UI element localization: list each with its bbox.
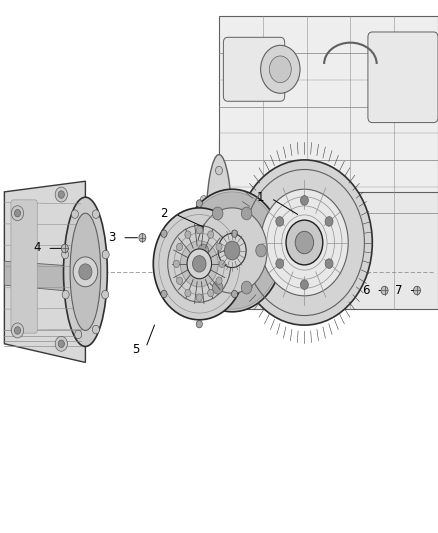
Circle shape — [232, 290, 238, 298]
FancyBboxPatch shape — [76, 268, 99, 284]
Circle shape — [58, 340, 64, 348]
Circle shape — [300, 196, 308, 205]
Circle shape — [62, 290, 69, 299]
Circle shape — [276, 259, 284, 269]
Circle shape — [187, 249, 212, 279]
Circle shape — [241, 207, 252, 220]
Circle shape — [62, 251, 69, 259]
Circle shape — [237, 160, 372, 325]
Text: 6: 6 — [362, 284, 370, 297]
Circle shape — [102, 251, 109, 259]
Circle shape — [184, 192, 280, 309]
Circle shape — [219, 260, 225, 268]
Circle shape — [153, 208, 245, 320]
Circle shape — [102, 290, 109, 299]
Circle shape — [61, 244, 68, 253]
Circle shape — [197, 208, 267, 293]
Circle shape — [224, 241, 240, 260]
Circle shape — [193, 256, 206, 272]
Text: 4: 4 — [33, 241, 41, 254]
Circle shape — [200, 254, 207, 263]
Circle shape — [208, 231, 214, 238]
Circle shape — [14, 209, 21, 217]
Circle shape — [200, 196, 207, 204]
Circle shape — [185, 289, 191, 297]
Text: 7: 7 — [395, 284, 403, 297]
Ellipse shape — [64, 197, 107, 346]
Circle shape — [208, 289, 214, 297]
Circle shape — [231, 196, 238, 204]
Circle shape — [381, 286, 388, 295]
Polygon shape — [4, 261, 79, 292]
Text: 1: 1 — [257, 191, 265, 204]
Circle shape — [75, 330, 82, 338]
Circle shape — [215, 284, 223, 292]
FancyBboxPatch shape — [223, 37, 285, 101]
Circle shape — [212, 281, 223, 294]
Circle shape — [177, 243, 183, 251]
Circle shape — [182, 189, 283, 312]
Circle shape — [261, 45, 300, 93]
Circle shape — [232, 230, 238, 237]
Circle shape — [215, 166, 223, 175]
Circle shape — [73, 257, 98, 287]
Circle shape — [92, 325, 99, 334]
Circle shape — [218, 233, 246, 268]
Circle shape — [11, 323, 24, 338]
FancyBboxPatch shape — [219, 139, 438, 309]
Circle shape — [231, 254, 238, 263]
Circle shape — [55, 336, 67, 351]
Circle shape — [241, 281, 252, 294]
Ellipse shape — [206, 155, 232, 304]
Circle shape — [256, 244, 266, 257]
Ellipse shape — [70, 213, 101, 330]
Circle shape — [161, 230, 167, 237]
Circle shape — [11, 206, 24, 221]
Circle shape — [14, 327, 21, 334]
FancyBboxPatch shape — [219, 16, 438, 192]
Text: 2: 2 — [160, 207, 168, 220]
Circle shape — [177, 277, 183, 285]
Circle shape — [286, 220, 323, 265]
Circle shape — [300, 280, 308, 289]
Circle shape — [212, 207, 223, 220]
Circle shape — [325, 259, 333, 269]
Circle shape — [269, 56, 291, 83]
Circle shape — [55, 187, 67, 202]
Circle shape — [92, 210, 99, 219]
Circle shape — [261, 189, 348, 296]
Circle shape — [276, 216, 284, 226]
Circle shape — [413, 286, 420, 295]
Circle shape — [173, 260, 180, 268]
Circle shape — [325, 216, 333, 226]
Circle shape — [216, 243, 222, 251]
Text: 3: 3 — [108, 231, 115, 244]
Circle shape — [139, 233, 146, 242]
Circle shape — [295, 231, 314, 254]
FancyBboxPatch shape — [11, 200, 37, 333]
Circle shape — [196, 200, 202, 207]
Circle shape — [180, 241, 218, 287]
Circle shape — [196, 294, 202, 301]
Circle shape — [161, 290, 167, 298]
Circle shape — [196, 320, 202, 328]
Circle shape — [196, 227, 202, 234]
Polygon shape — [4, 181, 85, 362]
Circle shape — [58, 191, 64, 198]
Circle shape — [79, 264, 92, 280]
Circle shape — [185, 231, 191, 238]
Circle shape — [198, 244, 208, 257]
Circle shape — [216, 277, 222, 285]
Text: 5: 5 — [132, 343, 139, 356]
FancyBboxPatch shape — [368, 32, 438, 123]
Circle shape — [71, 210, 78, 219]
